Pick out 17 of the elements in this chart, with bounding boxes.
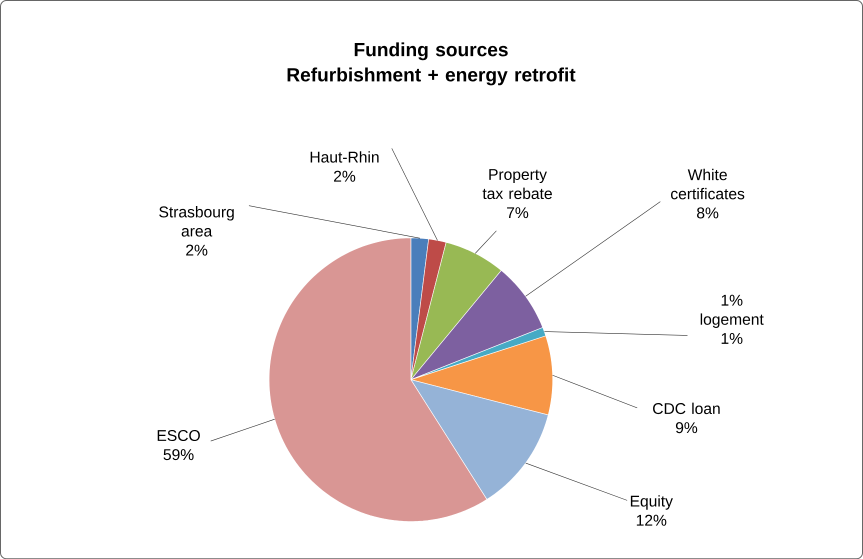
chart-title: Funding sources Refurbishment + energy retrofit: [288, 42, 576, 86]
data-label: 2%: [186, 244, 208, 256]
slice-label: White certificates: [671, 168, 744, 200]
data-label: 8%: [697, 207, 718, 218]
data-label: 9%: [676, 422, 698, 434]
slice-label: 1% logement: [700, 294, 764, 328]
slice-label: ESCO: [158, 430, 200, 441]
data-label: 12%: [636, 514, 666, 526]
slice-label: CDC loan: [653, 402, 720, 414]
data-label: 59%: [164, 449, 194, 460]
slice-label: Haut-Rhin: [310, 151, 379, 163]
data-label: 7%: [507, 207, 528, 218]
data-label: 1%: [722, 332, 742, 344]
data-label: 2%: [334, 170, 356, 182]
slice-label: Equity: [630, 495, 673, 510]
slice-label: Strasbourg area: [159, 206, 234, 236]
slice-label: Property tax rebate: [482, 168, 552, 199]
